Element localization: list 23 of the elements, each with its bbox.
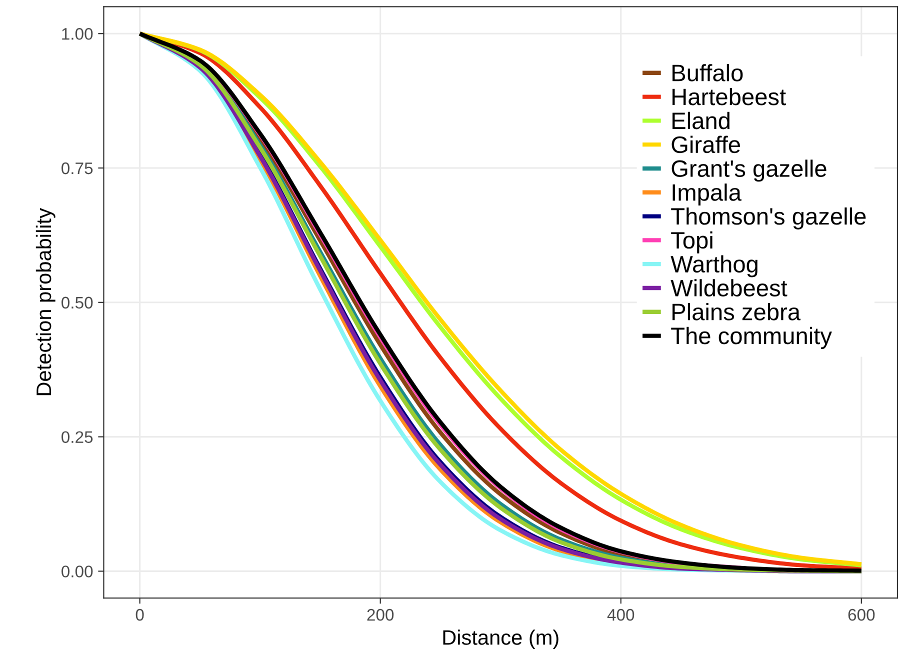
legend-label: Warthog: [670, 255, 758, 278]
y-tick-label: 0.25: [62, 431, 93, 444]
legend-label: Impala: [672, 184, 742, 206]
y-tick-label: 0.50: [62, 296, 93, 309]
x-tick-label: 0: [136, 608, 144, 621]
legend-label: Plains zebra: [672, 303, 801, 320]
y-tick-label: 0.75: [62, 162, 93, 174]
legend-label: Topi: [671, 231, 712, 254]
x-tick-label: 600: [848, 608, 875, 621]
x-tick-label: 400: [607, 608, 634, 621]
legend-label: Buffalo: [672, 64, 743, 82]
legend-label: The community: [671, 326, 832, 349]
legend-label: Eland: [672, 112, 730, 130]
legend-label: Hartebeest: [672, 88, 786, 106]
x-axis-title: Distance (m): [443, 630, 558, 649]
y-axis-title: Detection probability: [36, 208, 56, 396]
x-tick-label: 200: [367, 608, 394, 621]
y-tick-label: 1.00: [62, 28, 93, 40]
legend-label: Giraffe: [672, 136, 740, 154]
y-tick-label: 0.00: [62, 566, 93, 578]
legend-label: Wildebeest: [670, 279, 788, 296]
legend-label: Thomson's gazelle: [671, 207, 866, 230]
legend-label: Grant's gazelle: [672, 160, 826, 182]
